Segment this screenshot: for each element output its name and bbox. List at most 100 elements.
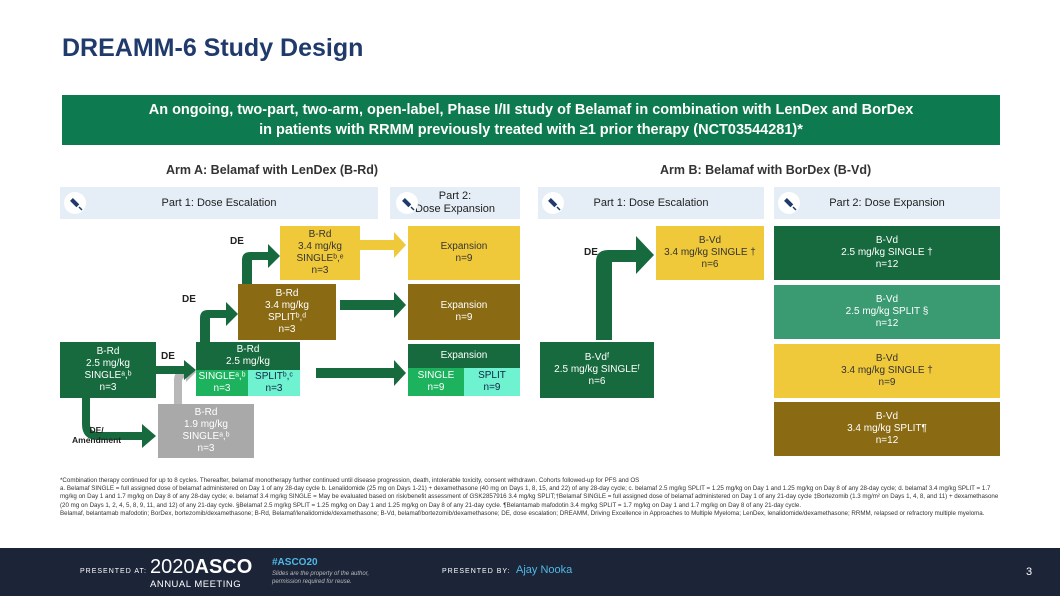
arrow-start-to-mid: [156, 360, 196, 380]
arm-b-expansion-3: B-Vd 3.4 mg/kg SINGLE † n=9: [774, 344, 1000, 398]
arm-b-expansion-1: B-Vd 2.5 mg/kg SINGLE † n=12: [774, 226, 1000, 280]
arm-b-part2-label: Part 2: Dose Expansion: [829, 196, 945, 209]
de-amendment-label: DE/ Amendment: [72, 425, 121, 445]
box-line: n=12: [875, 318, 899, 329]
box-line: Expansion: [440, 300, 488, 311]
box-line: Expansion: [440, 241, 488, 252]
box-line: n=9: [878, 377, 896, 388]
arm-b-escalation-box: B-Vd 3.4 mg/kg SINGLE † n=6: [656, 226, 764, 280]
de-label: DE: [584, 247, 598, 258]
arm-a-part2-header: Part 2: Dose Expansion: [390, 187, 520, 219]
banner-line-1: An ongoing, two-part, two-arm, open-labe…: [148, 102, 914, 118]
box-line: 1.9 mg/kg: [184, 419, 228, 430]
arm-b-start-box: B-Vdᶠ 2.5 mg/kg SINGLEᶠ n=6: [540, 342, 654, 398]
de-label: DE: [182, 294, 196, 305]
box-line: SINGLE: [417, 370, 455, 381]
arm-a-single34-box: B-Rd 3.4 mg/kg SINGLEᵇ,ᵉ n=3: [280, 226, 360, 280]
footnotes: *Combination therapy continued for up to…: [60, 477, 1000, 518]
box-line: B-Rd: [236, 344, 260, 355]
box-line: SPLITᵇ,ᶜ: [255, 371, 293, 382]
box-line: B-Vd: [875, 235, 899, 246]
arm-a-mid-single-box: SINGLEᵃ,ᵇ n=3: [196, 370, 248, 396]
footnote-2: a. Belamaf SINGLE = full assigned dose o…: [60, 485, 999, 509]
presenter-name: Ajay Nooka: [516, 564, 573, 576]
box-line: n=9: [455, 253, 473, 264]
footer-bar: PRESENTED AT: 2020ASCO ANNUAL MEETING #A…: [0, 548, 1060, 596]
box-line: 2.5 mg/kg SINGLE †: [841, 247, 933, 258]
arm-a-mid-split-box: SPLITᵇ,ᶜ n=3: [248, 370, 300, 396]
asco-year: 2020: [150, 556, 195, 578]
rights-note-1: Slides are the property of the author,: [272, 571, 370, 577]
box-line: n=3: [265, 383, 283, 394]
arrow-single-to-exp1: [360, 232, 406, 258]
asco-logo: 2020ASCO: [150, 556, 252, 579]
annual-meeting: ANNUAL MEETING: [150, 579, 242, 590]
asco-word: ASCO: [194, 556, 253, 578]
de-label: DE: [230, 236, 244, 247]
arm-a-expansion-2: Expansion n=9: [408, 284, 520, 340]
box-line: SINGLEᵃ,ᵇ: [182, 431, 230, 442]
arm-a-expansion-1: Expansion n=9: [408, 226, 520, 280]
elbow-arrow-split-to-single: [242, 244, 280, 286]
arm-a-split34-box: B-Rd 3.4 mg/kg SPLITᵇ,ᵈ n=3: [238, 284, 336, 340]
arm-a-expansion-3-split: SPLIT n=9: [464, 368, 520, 396]
box-line: 2.5 mg/kg: [226, 356, 270, 367]
box-line: n=3: [99, 382, 117, 393]
arm-a-heading: Arm A: Belamaf with LenDex (B-Rd): [166, 163, 379, 177]
arm-b-heading: Arm B: Belamaf with BorDex (B-Vd): [660, 163, 872, 177]
box-line: n=3: [278, 324, 296, 335]
box-line: 2.5 mg/kg: [86, 358, 130, 369]
box-line: SINGLEᵇ,ᵉ: [296, 253, 344, 264]
box-line: n=9: [455, 312, 473, 323]
footnote-1: *Combination therapy continued for up to…: [60, 477, 640, 484]
box-line: B-Rd: [96, 346, 120, 357]
box-line: B-Vd: [698, 235, 722, 246]
arm-a-lowdose-box: B-Rd 1.9 mg/kg SINGLEᵃ,ᵇ n=3: [158, 404, 254, 458]
elbow-arrow-mid-to-split: [200, 302, 238, 346]
box-line: B-Rd: [308, 229, 332, 240]
footnote-3: Belamaf, belantamab mafodotin; BorDex, b…: [60, 509, 985, 517]
box-line: 2.5 mg/kg SPLIT §: [845, 306, 929, 317]
arrow-start-to-lowdose: [82, 398, 156, 448]
syringe-icon: [778, 192, 800, 214]
box-line: B-Vd: [875, 411, 899, 422]
box-line: B-Vdᶠ: [584, 352, 610, 363]
box-line: SINGLEᵃ,ᵇ: [198, 371, 246, 382]
box-line: Expansion: [440, 350, 488, 361]
box-line: 3.4 mg/kg SINGLE †: [664, 247, 756, 258]
box-line: B-Vd: [875, 353, 899, 364]
box-line: 3.4 mg/kg SINGLE †: [841, 365, 933, 376]
arm-b-expansion-2: B-Vd 2.5 mg/kg SPLIT § n=12: [774, 285, 1000, 339]
box-line: SINGLEᵃ,ᵇ: [84, 370, 132, 381]
arm-b-part1-label: Part 1: Dose Escalation: [593, 196, 709, 209]
box-line: n=3: [197, 443, 215, 454]
arm-a-part1-label: Part 1: Dose Escalation: [161, 196, 277, 209]
box-line: n=9: [427, 382, 445, 393]
arm-b-expansion-4: B-Vd 3.4 mg/kg SPLIT¶ n=12: [774, 402, 1000, 456]
box-line: SPLIT: [478, 370, 506, 381]
arm-a-start-box: B-Rd 2.5 mg/kg SINGLEᵃ,ᵇ n=3: [60, 342, 156, 398]
box-line: n=9: [483, 382, 501, 393]
box-line: n=12: [875, 259, 899, 270]
syringe-icon: [396, 192, 418, 214]
arm-a-expansion-3-single: SINGLE n=9: [408, 368, 464, 396]
arm-a-part2-line1: Part 2:: [438, 190, 472, 202]
presented-at-label: PRESENTED AT:: [80, 568, 147, 575]
arm-b-part1-header: Part 1: Dose Escalation: [538, 187, 764, 219]
box-line: 2.5 mg/kg SINGLEᶠ: [554, 364, 640, 375]
syringe-icon: [64, 192, 86, 214]
label-line: Amendment: [72, 435, 122, 445]
box-line: B-Rd: [194, 407, 218, 418]
study-banner: An ongoing, two-part, two-arm, open-labe…: [62, 95, 1000, 145]
rights-note-2: permission required for reuse.: [272, 579, 352, 585]
yellow-arrows: [360, 232, 406, 258]
hashtag: #ASCO20: [272, 557, 318, 568]
box-line: SPLITᵇ,ᵈ: [267, 312, 307, 323]
dark-arrows: [82, 236, 654, 448]
arm-a-part2-line2: Dose Expansion: [414, 203, 496, 215]
box-line: n=12: [875, 435, 899, 446]
page-title: DREAMM-6 Study Design: [62, 34, 364, 62]
presented-by-label: PRESENTED BY:: [442, 568, 511, 575]
box-line: B-Vd: [875, 294, 899, 305]
box-line: 3.4 mg/kg SPLIT¶: [847, 423, 927, 434]
